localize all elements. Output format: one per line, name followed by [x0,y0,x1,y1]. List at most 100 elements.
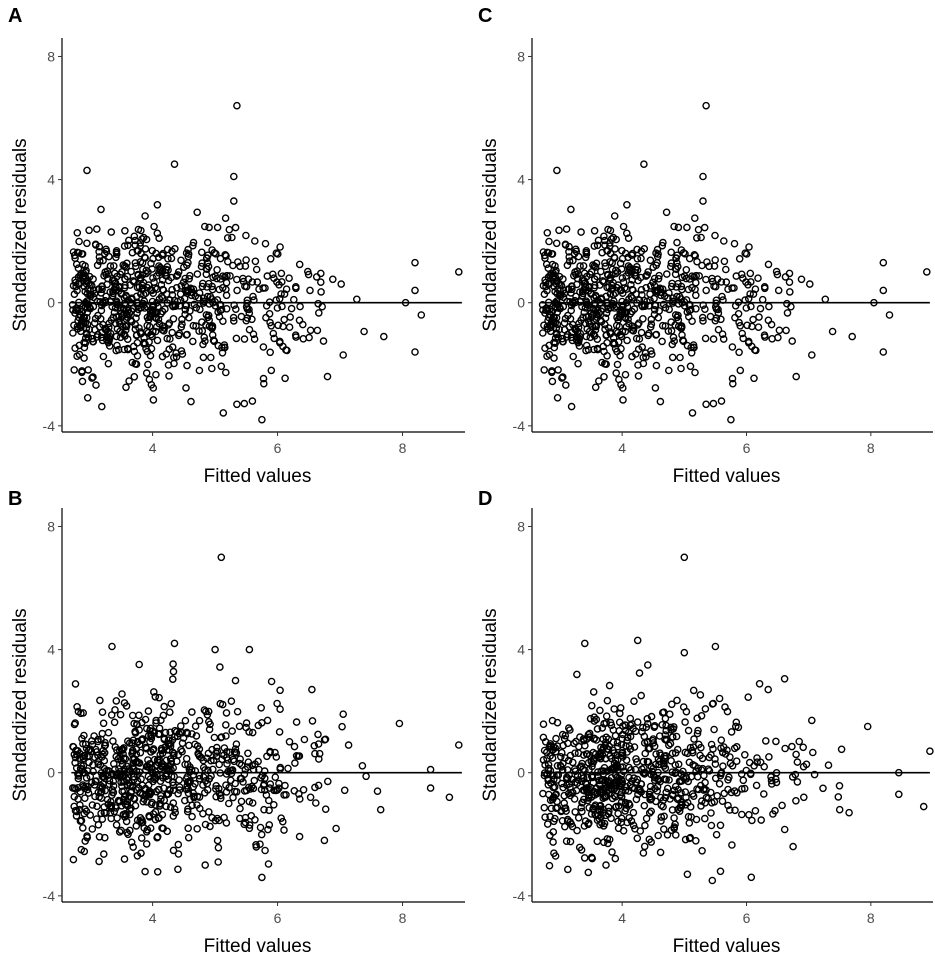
data-point [619,396,627,404]
data-point [81,794,89,803]
data-point [597,743,605,752]
data-point [314,309,323,317]
data-point [661,714,670,723]
data-point [101,833,109,842]
data-point [75,237,83,246]
data-point [788,337,797,345]
data-point [580,736,588,745]
data-points [538,101,931,424]
data-point [641,821,649,830]
data-point [592,259,601,268]
data-point [235,814,244,823]
data-point [207,756,215,765]
data-point [108,791,116,800]
y-tick-label: 8 [47,48,55,64]
data-point [590,713,599,722]
data-point [647,763,656,771]
data-point [454,268,463,276]
data-point [181,310,189,319]
data-point [376,805,385,814]
data-point [278,817,287,826]
data-point [211,785,220,793]
data-point [821,295,830,304]
data-point [661,764,670,773]
data-point [73,751,81,759]
data-point [127,267,135,276]
data-point [715,694,724,703]
data-point [231,676,240,685]
data-point [613,773,621,782]
data-point [781,273,790,281]
data-point [653,245,662,254]
data-point [599,767,607,775]
data-point [177,323,186,331]
data-point [645,329,653,338]
data-point [314,781,323,790]
data-point [205,725,214,734]
data-point [629,724,638,733]
data-point [127,838,136,847]
data-point [74,316,82,325]
data-point [799,762,808,771]
data-point [614,809,622,818]
data-point [88,737,96,745]
data-point [566,837,575,846]
data-point [131,259,140,267]
data-point [111,706,119,714]
data-point [630,697,638,706]
data-point [213,223,222,232]
data-point [668,353,677,362]
data-point [540,366,549,374]
data-point [232,334,241,343]
data-point [188,730,196,738]
data-point [202,264,211,273]
data-point [123,781,132,789]
data-point [563,815,572,824]
data-point [261,846,269,855]
data-point [215,760,223,769]
data-point [653,286,662,295]
data-point [134,225,143,234]
data-point [795,737,804,746]
data-point [611,269,620,278]
data-point [755,313,763,321]
data-point [747,278,755,286]
data-point [658,708,667,717]
data-point [646,787,655,796]
data-point [609,278,617,287]
data-point [255,285,263,294]
data-point [250,237,259,245]
data-point [554,366,562,374]
data-point [454,741,463,749]
data-point [125,377,133,385]
data-point [755,680,764,688]
data-point [562,807,570,815]
data-point [582,300,591,309]
data-point [551,791,560,799]
data-point [677,282,686,291]
data-point [124,241,132,250]
data-point [758,295,767,304]
data-point [214,784,223,793]
data-point [310,742,319,750]
data-point [269,801,278,809]
data-point [129,277,137,285]
data-point [590,299,599,308]
data-point [597,317,606,326]
data-point [691,368,699,377]
data-point [108,642,116,651]
data-point [553,289,562,298]
data-point [702,286,711,295]
data-point [558,374,566,382]
data-point [187,397,195,406]
data-point [151,808,160,816]
data-point [780,825,789,834]
data-point [199,294,208,303]
data-point [668,733,677,741]
data-point [88,801,97,809]
data-point [209,273,217,282]
data-point [550,775,558,784]
data-point [683,308,692,316]
data-point [323,372,332,381]
y-tick-label: 0 [47,765,55,781]
